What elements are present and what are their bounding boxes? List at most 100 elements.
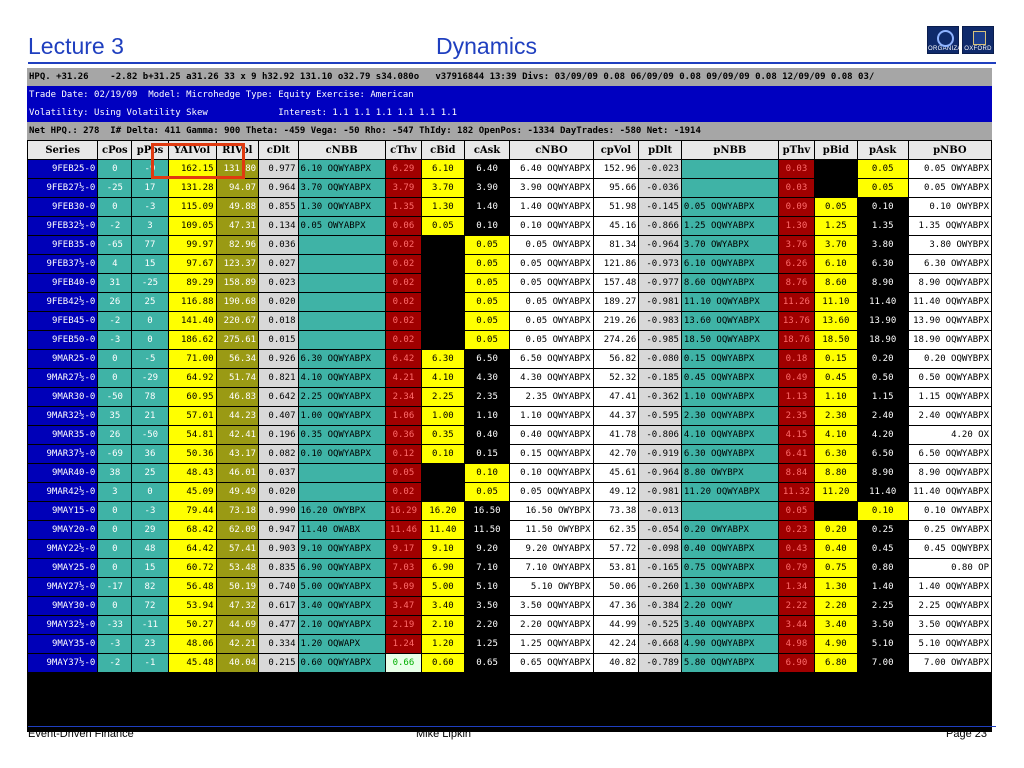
table-cell: 2.20 OQWY [680,596,779,616]
table-cell: 5.10 [856,634,909,654]
table-cell: -5 [131,349,169,369]
table-cell: 73.38 [592,501,640,521]
table-cell: 0.40 OQWYABPX [680,539,779,559]
table-cell: 44.37 [592,406,640,426]
table-cell: 6.40 [463,159,511,179]
table-cell: 8.76 [777,273,816,293]
table-cell [421,311,465,331]
table-cell: -0.165 [638,558,682,578]
table-cell: 6.29 [384,159,423,179]
table-cell: 157.48 [592,273,640,293]
column-header: pAsk [856,140,909,160]
table-cell: 0.03 [777,159,816,179]
table-cell [680,159,779,179]
table-row: 9MAY25-0 0 15 60.72 53.48 0.835 6.90 OQWYABPX 7… [27,558,992,578]
table-cell: 49.88 [215,197,260,217]
table-cell: 3.40 OQWYABPX [680,615,779,635]
table-cell: 3.80 OWYBPX [907,235,992,255]
table-cell: 9MAY35-0 [27,634,99,654]
table-cell: 3.50 OQWYABPX [907,615,992,635]
table-cell: 3.70 [814,235,858,255]
footer-author: Mike Lipkin [416,728,472,740]
table-cell: 2.10 [421,615,465,635]
table-cell: 0 [97,501,133,521]
table-cell: 3.40 [421,596,465,616]
table-cell: 220.67 [215,311,260,331]
table-cell: -0.054 [638,520,682,540]
table-row: 9FEB27½-0 -25 17 131.28 94.07 0.964 3.70 OQWYA… [27,178,992,198]
table-row: 9FEB32½-0 -2 3 109.05 47.31 0.134 0.05 OWYABPX… [27,216,992,236]
table-cell: 3.50 [463,596,511,616]
table-cell: 0 [97,539,133,559]
table-cell: 9.10 [421,539,465,559]
table-cell: 158.89 [215,273,260,293]
table-cell: -11 [131,615,169,635]
table-cell: 6.50 OQWYABPX [509,349,594,369]
table-cell: 0.990 [258,501,299,521]
table-cell: 71.00 [167,349,217,369]
table-cell: 2.25 [421,387,465,407]
table-cell [297,254,386,274]
table-cell: -0.013 [638,501,682,521]
table-cell: 8.90 [856,273,909,293]
table-cell: 9MAY15-0 [27,501,99,521]
table-cell: 1.30 OQWYABPX [297,197,386,217]
table-cell: 0.835 [258,558,299,578]
table-cell: 0.10 [463,216,511,236]
table-cell: -50 [97,387,133,407]
table-cell: -0.981 [638,292,682,312]
table-cell: 0.79 [777,558,816,578]
table-cell: 45.16 [592,216,640,236]
table-cell: 57.01 [167,406,217,426]
table-cell: 13.90 [856,311,909,331]
table-cell: 186.62 [167,330,217,350]
table-cell: 1.20 OQWAPX [297,634,386,654]
table-cell: -33 [97,615,133,635]
table-row: 9MAY32½-0 -33 -11 50.27 44.69 0.477 2.10 OQWYA… [27,615,992,635]
table-row: 9MAR42½-0 3 0 45.09 49.49 0.020 0.02 0.05 0.05 O… [27,482,992,502]
table-cell: -1 [131,653,169,673]
table-cell: 9MAY22½-0 [27,539,99,559]
table-cell: 9MAR32½-0 [27,406,99,426]
table-cell: 0.05 [421,216,465,236]
table-cell: 35 [97,406,133,426]
oxford-crest-icon: OXFORD [962,26,994,54]
table-cell [297,311,386,331]
slide-title-left: Lecture 3 [28,33,124,59]
table-cell: 1.40 [856,577,909,597]
table-cell: 46.01 [215,463,260,483]
table-cell: 0.215 [258,653,299,673]
table-cell: 0.02 [384,235,423,255]
table-cell: 0.20 OWYABPX [680,520,779,540]
table-cell: 0.20 [856,349,909,369]
table-cell: -3 [131,197,169,217]
table-row: 9MAR32½-0 35 21 57.01 44.23 0.407 1.00 OQWYABP… [27,406,992,426]
table-cell: 50.36 [167,444,217,464]
table-cell: 1.10 OQWYABPX [680,387,779,407]
table-cell: 1.40 OQWYABPX [509,197,594,217]
table-cell: 0.10 [856,501,909,521]
table-cell: 0.65 [463,653,511,673]
table-cell: 4.10 [421,368,465,388]
table-cell: 0 [97,520,133,540]
column-header: cNBB [297,140,386,160]
table-cell: -9 [131,159,169,179]
table-row: 9FEB35-0 -65 77 99.97 82.96 0.036 0.02 0.05 0.05… [27,235,992,255]
table-cell: 47.36 [592,596,640,616]
table-cell: 0.66 [384,653,423,673]
table-row: 9FEB40-0 31 -25 89.29 158.89 0.023 0.02 0.05 0.0… [27,273,992,293]
table-cell: 11.46 [384,520,423,540]
table-cell: 6.50 OQWYABPX [907,444,992,464]
table-cell: 60.95 [167,387,217,407]
table-cell: 2.25 OQWYABPX [297,387,386,407]
table-cell: 0.05 [463,235,511,255]
table-cell: 4.10 OQWYABPX [297,368,386,388]
table-cell: -0.384 [638,596,682,616]
option-chain-table: Series cPos pPos YAIVol RIVol cDlt cNBB cThv cBi… [27,140,992,673]
table-cell: 9FEB40-0 [27,273,99,293]
table-cell: 189.27 [592,292,640,312]
table-cell: 13.76 [777,311,816,331]
table-cell: 72 [131,596,169,616]
table-cell: 54.81 [167,425,217,445]
table-cell: -3 [131,501,169,521]
